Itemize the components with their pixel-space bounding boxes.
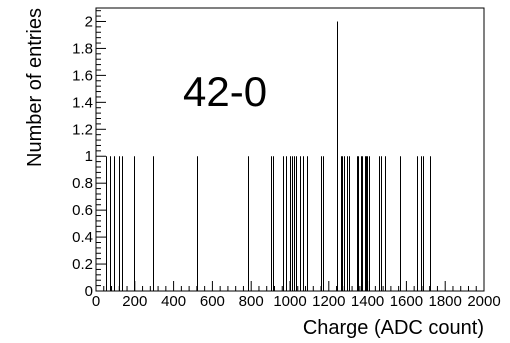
y-tick-label: 0 <box>85 283 93 300</box>
x-tick-label: 1400 <box>351 293 384 310</box>
y-tick-label: 1.4 <box>72 94 93 111</box>
x-axis-title: Charge (ADC count) <box>303 317 484 339</box>
x-tick-label: 400 <box>161 293 186 310</box>
y-tick-label: 0.6 <box>72 202 93 219</box>
x-tick-label: 1800 <box>429 293 462 310</box>
x-tick-label: 1000 <box>273 293 306 310</box>
y-tick-label: 2 <box>85 13 93 30</box>
x-tick-label: 1600 <box>390 293 423 310</box>
x-tick-label: 800 <box>239 293 264 310</box>
y-tick-label: 1.2 <box>72 121 93 138</box>
x-tick-label: 2000 <box>467 293 500 310</box>
y-tick-label: 1 <box>85 148 93 165</box>
y-tick-label: 0.2 <box>72 256 93 273</box>
y-axis-tick-labels: 0 0.2 0.4 0.6 0.8 1 1.2 1.4 1.6 1.8 2 <box>72 13 93 300</box>
y-tick-label: 1.8 <box>72 40 93 57</box>
y-axis-ticks <box>96 10 106 292</box>
y-tick-label: 0.8 <box>72 175 93 192</box>
x-tick-label: 0 <box>92 293 100 310</box>
x-tick-label: 600 <box>200 293 225 310</box>
x-axis-ticks <box>95 281 485 291</box>
y-axis-title: Number of entries <box>24 8 46 167</box>
x-axis-tick-labels: 0 200 400 600 800 1000 1200 1400 1600 1800 2000 <box>92 293 501 310</box>
y-tick-label: 1.6 <box>72 67 93 84</box>
x-tick-label: 1200 <box>312 293 345 310</box>
x-tick-label: 200 <box>122 293 147 310</box>
chart-annotation: 42-0 <box>183 68 267 115</box>
y-tick-label: 0.4 <box>72 229 93 246</box>
histogram-spikes <box>106 21 431 291</box>
